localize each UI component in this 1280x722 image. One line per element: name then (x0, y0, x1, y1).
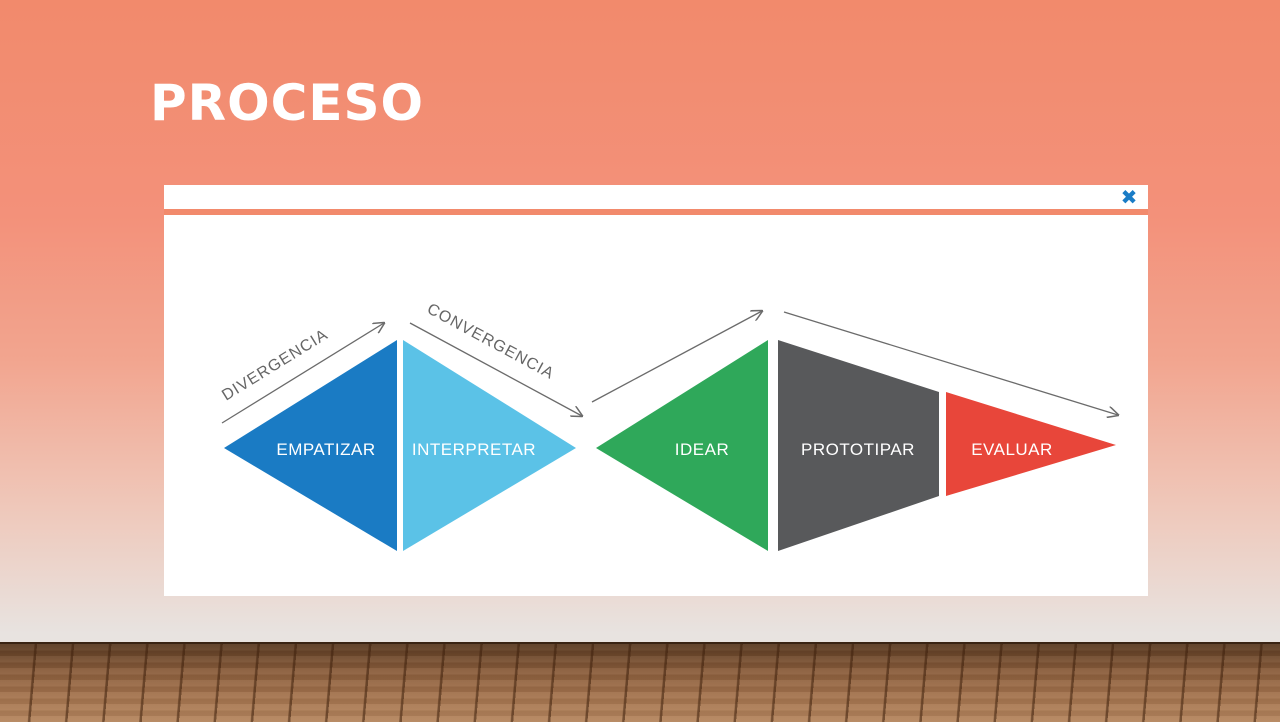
popup-header-bar: ✖ (164, 185, 1148, 209)
empatizar-shape (224, 340, 397, 551)
prototipar-evaluar-arrow (783, 311, 1118, 415)
wood-floor (0, 642, 1280, 722)
idear-label: IDEAR (675, 440, 729, 459)
empatizar-label: EMPATIZAR (276, 440, 375, 459)
image-popup: ✖ EMPATIZAR INTERPRETAR IDEAR PROTOTIPAR… (164, 185, 1148, 596)
close-icon[interactable]: ✖ (1120, 185, 1138, 209)
evaluar-label: EVALUAR (971, 440, 1053, 459)
idear-arrow (591, 311, 762, 403)
divergencia-arrow (221, 323, 384, 424)
prototipar-label: PROTOTIPAR (801, 440, 915, 459)
popup-divider (164, 209, 1148, 215)
prototipar-shape (778, 340, 939, 551)
design-thinking-diagram: EMPATIZAR INTERPRETAR IDEAR PROTOTIPAR E… (219, 301, 1148, 551)
interpretar-label: INTERPRETAR (412, 440, 536, 459)
interpretar-shape (403, 340, 576, 551)
evaluar-shape (946, 392, 1116, 496)
slide-title: PROCESO (150, 74, 425, 132)
idear-shape (596, 340, 768, 551)
convergencia-arrow (409, 322, 582, 416)
